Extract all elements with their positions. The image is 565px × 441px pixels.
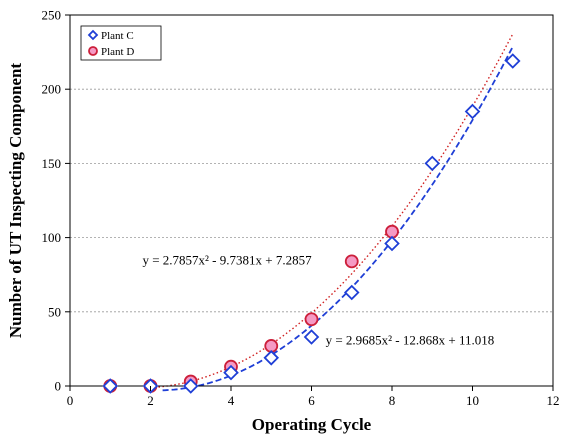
- x-tick-label: 12: [547, 393, 560, 408]
- legend-label-plant-d: Plant D: [101, 46, 134, 58]
- data-point-plant-c: [464, 103, 481, 120]
- y-tick-label: 150: [42, 156, 62, 171]
- data-point-plant-d: [344, 254, 359, 269]
- grid-layer: [70, 88, 553, 313]
- data-point-plant-d: [304, 312, 319, 327]
- trendline-layer: [146, 33, 514, 392]
- data-point-plant-c: [384, 235, 400, 252]
- legend-circle-icon: [88, 46, 98, 56]
- y-tick-label: 50: [48, 304, 61, 319]
- y-tick-label: 250: [42, 8, 62, 23]
- y-tick-label: 0: [55, 379, 62, 394]
- y-axis-title: Number of UT Inspecting Component: [6, 63, 25, 339]
- legend-diamond-icon: [87, 29, 99, 41]
- x-tick-label: 8: [389, 393, 396, 408]
- x-tick-label: 0: [67, 393, 74, 408]
- legend-marker-plant-d: [88, 46, 98, 56]
- data-point-plant-c: [343, 284, 360, 301]
- data-point-plant-c: [303, 329, 320, 345]
- x-tick-label: 10: [466, 393, 479, 408]
- legend-marker-plant-c: [87, 29, 99, 41]
- x-axis-title: Operating Cycle: [252, 415, 372, 434]
- data-point-plant-c: [504, 53, 521, 69]
- data-point-plant-c: [223, 364, 239, 381]
- legend-label-plant-c: Plant C: [101, 30, 134, 42]
- trendline-equation-plant-c: y = 2.9685x² - 12.868x + 11.018: [326, 332, 495, 347]
- y-tick-label: 100: [42, 230, 62, 245]
- marker-layer: [102, 53, 521, 394]
- tick-layer: 0 50 100 150 200 250 0 2 4 6 8 10 12: [42, 8, 560, 409]
- trendline-plant-c: [162, 46, 514, 392]
- x-tick-label: 2: [147, 393, 154, 408]
- y-tick-label: 200: [42, 82, 62, 97]
- legend: Plant C Plant D: [80, 25, 162, 61]
- x-tick-label: 4: [228, 393, 235, 408]
- x-tick-label: 6: [308, 393, 315, 408]
- data-point-plant-c: [263, 350, 280, 366]
- data-point-plant-c: [424, 155, 441, 172]
- trendline-equation-plant-d: y = 2.7857x² - 9.7381x + 7.2857: [142, 252, 312, 267]
- data-point-plant-c: [102, 378, 119, 394]
- trendline-plant-d: [146, 33, 514, 389]
- data-point-plant-c: [182, 378, 199, 394]
